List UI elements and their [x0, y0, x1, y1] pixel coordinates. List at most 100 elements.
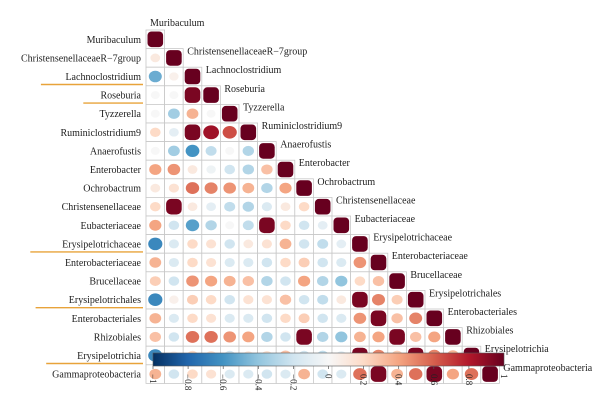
correlation-cell-mark: [298, 239, 310, 249]
colorbar-tick-label: 0.8: [464, 374, 474, 386]
correlation-cell-mark: [317, 313, 329, 323]
correlation-cell-mark: [261, 183, 273, 194]
correlation-cell-mark: [224, 164, 235, 175]
correlation-cell-mark: [186, 275, 199, 287]
correlation-cell-mark: [225, 221, 235, 230]
correlation-cell-mark: [149, 276, 161, 286]
correlation-cell-mark: [259, 217, 275, 234]
correlation-cell-mark: [426, 366, 443, 382]
diagonal-cell-mark: [296, 180, 312, 196]
correlation-cell-mark: [336, 239, 347, 249]
correlation-cell-mark: [242, 164, 254, 175]
correlation-cell-mark: [206, 257, 217, 268]
correlation-cell-mark: [242, 201, 254, 212]
colorbar-gradient: [152, 352, 505, 367]
row-label: Rhizobiales: [94, 332, 141, 343]
correlation-cell-mark: [223, 331, 236, 343]
correlation-cell-mark: [224, 239, 235, 249]
correlation-cell-mark: [185, 144, 200, 157]
correlation-cell-mark: [243, 313, 254, 323]
correlation-cell-mark: [428, 331, 441, 343]
correlation-cell-mark: [242, 331, 255, 343]
correlation-cell-mark: [298, 295, 310, 305]
diagonal-cell-mark: [240, 124, 257, 141]
correlation-cell-mark: [187, 369, 198, 379]
correlation-cell-mark: [224, 257, 235, 268]
correlation-cell-mark: [280, 220, 291, 230]
correlation-cell-mark: [224, 313, 235, 323]
correlation-cell-mark: [409, 368, 423, 381]
correlation-cell-mark: [205, 295, 217, 305]
correlation-cell-mark: [169, 295, 179, 304]
correlation-cell-mark: [353, 256, 367, 269]
correlation-cell-mark: [168, 369, 180, 379]
correlation-cell-mark: [280, 257, 291, 268]
correlation-cell-mark: [280, 276, 291, 286]
diagonal-label: Christensenellaceae: [336, 195, 416, 206]
correlation-cell-mark: [410, 331, 422, 342]
correlation-cell-mark: [185, 330, 200, 343]
correlation-cell-mark: [169, 91, 179, 100]
correlation-cell-mark: [149, 219, 162, 231]
correlation-cell-mark: [204, 182, 218, 194]
correlation-cell-mark: [336, 295, 347, 305]
correlation-cell-mark: [335, 331, 348, 343]
correlation-cell-mark: [298, 257, 310, 268]
correlation-cell-mark: [187, 313, 198, 323]
diagonal-label: Enterobacteriaceae: [392, 251, 469, 262]
correlation-cell-mark: [243, 295, 254, 305]
diagonal-cell-mark: [407, 291, 424, 308]
colorbar-tick-label: −0.2: [288, 374, 298, 390]
correlation-cell-mark: [370, 366, 387, 382]
row-label: Roseburia: [100, 91, 141, 102]
correlation-cell-mark: [242, 276, 254, 287]
correlation-cell-mark: [150, 146, 160, 155]
row-label: Christensenellaceae: [62, 202, 142, 213]
correlation-cell-mark: [205, 220, 217, 231]
correlation-cell-mark: [224, 201, 236, 212]
colorbar-tick-label: 0.6: [429, 374, 439, 386]
diagonal-cell-mark: [314, 198, 331, 215]
diagonal-label: Rhizobiales: [466, 326, 513, 337]
correlation-cell-mark: [168, 183, 179, 193]
correlation-cell-mark: [354, 276, 366, 286]
correlation-cell-mark: [225, 146, 235, 155]
correlation-cell-mark: [353, 368, 367, 381]
correlation-cell-mark: [168, 313, 179, 323]
diagonal-label: Anaerofustis: [280, 140, 331, 151]
correlation-cell-mark: [298, 313, 310, 324]
row-label: Brucellaceae: [89, 277, 141, 288]
correlation-cell-mark: [185, 219, 200, 232]
diagonal-labels: Muribaculum ChristensenellaceaeR−7group La…: [150, 18, 593, 374]
correlation-cell-mark: [187, 202, 198, 212]
correlation-cell-mark: [148, 237, 163, 251]
colorbar-tick-label: −0.6: [218, 374, 228, 391]
correlation-cell-mark: [279, 182, 292, 194]
correlation-cell-mark: [149, 331, 161, 342]
correlation-cell-mark: [261, 202, 272, 212]
correlation-cell-mark: [222, 126, 237, 139]
diagonal-label: ChristensenellaceaeR−7group: [187, 47, 307, 58]
correlation-cell-mark: [296, 329, 312, 345]
correlation-cell-mark: [261, 276, 273, 287]
colorbar: −1 −0.8 −0.6 −0.4 −0.2 0 0.2 0.4 0.6 0.8 1: [148, 352, 509, 391]
diagonal-label: Eubacteriaceae: [355, 214, 416, 225]
correlation-cell-mark: [224, 295, 235, 305]
correlation-cell-mark: [335, 275, 348, 287]
correlation-cell-mark: [261, 239, 272, 249]
correlation-cell-mark: [242, 220, 254, 231]
correlation-cell-mark: [184, 87, 201, 103]
colorbar-tick-label: 0.4: [394, 374, 404, 386]
correlation-cell-mark: [409, 312, 423, 325]
colorbar-tick-label: −1: [148, 374, 158, 384]
colorbar-tick-label: −0.4: [253, 374, 263, 391]
diagonal-label: Erysipelotrichales: [429, 288, 501, 299]
row-label: Gammaproteobacteria: [52, 370, 141, 381]
correlation-cell-mark: [168, 220, 180, 230]
correlation-cell-mark: [168, 257, 179, 268]
correlation-cell-mark: [242, 145, 254, 156]
correlation-cell-mark: [261, 313, 273, 323]
correlation-cell-mark: [298, 368, 310, 380]
row-label: Eubacteriaceae: [80, 221, 141, 232]
